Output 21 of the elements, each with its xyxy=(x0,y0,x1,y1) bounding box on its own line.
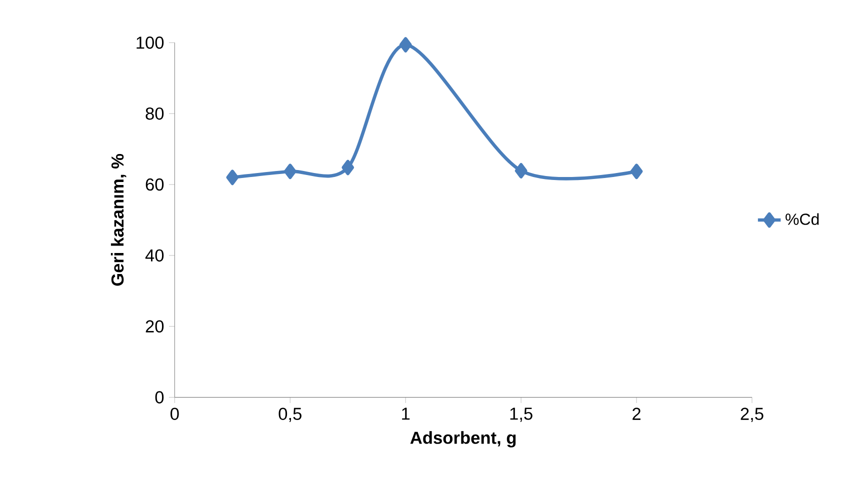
legend-label: %Cd xyxy=(786,213,819,225)
x-tick-label: 0 xyxy=(170,408,179,420)
y-tick-label: 80 xyxy=(146,107,164,120)
x-tick-label: 1 xyxy=(402,408,410,420)
point xyxy=(342,160,354,176)
point xyxy=(226,170,239,186)
point xyxy=(514,163,528,178)
x-axis-title: Adsorbent, g xyxy=(410,431,516,448)
y-tick-label: 40 xyxy=(145,249,164,262)
x-tick-label: 2 xyxy=(632,408,640,420)
point xyxy=(630,164,643,180)
y-tick-label: 60 xyxy=(146,178,164,191)
point xyxy=(284,164,296,180)
y-tick-label: 20 xyxy=(146,320,164,333)
y-tick-label: 0 xyxy=(155,391,164,404)
x-tick-label: 0,5 xyxy=(278,408,302,422)
x-tick-label: 1,5 xyxy=(510,408,532,422)
y-tick-label: 100 xyxy=(136,36,164,49)
point xyxy=(399,37,412,52)
x-tick-label: 2,5 xyxy=(740,408,764,422)
y-axis-title: Geri kazanım, % xyxy=(110,154,126,286)
